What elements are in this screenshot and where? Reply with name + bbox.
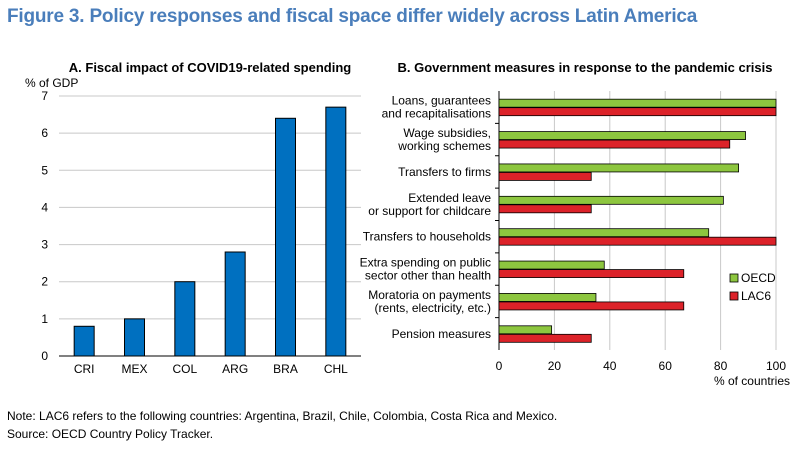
bar-oecd [498,195,724,205]
bar-oecd [498,293,597,302]
y-tick-label: 3 [41,238,48,252]
category-label: Wage subsidies, [403,126,491,140]
figure-title: Figure 3. Policy responses and fiscal sp… [7,6,698,27]
category-label: Transfers to households [363,230,491,244]
category-label: Loans, guarantees [392,94,491,108]
bar-lac6 [498,107,777,117]
x-axis-label: % of countries [714,374,790,388]
x-tick-label: 80 [714,359,728,373]
legend-swatch-lac6 [729,291,739,301]
x-tick-label: 60 [659,359,673,373]
source-text: Source: OECD Country Policy Tracker. [7,427,214,441]
x-tick-label: 20 [548,359,562,373]
y-tick-label: 0 [41,349,48,363]
bar-lac6 [498,301,685,311]
bar-lac6 [498,269,685,278]
category-label: Moratoria on payments [368,288,491,302]
bar-oecd [498,260,605,270]
y-tick-label: 6 [41,126,48,140]
y-tick-label: 7 [41,89,48,103]
bar-oecd [498,163,740,173]
bar-lac6 [498,139,731,149]
bar-chl [325,106,347,357]
category-label: (rents, electricity, etc.) [375,301,491,315]
x-tick-label: CHL [324,362,348,376]
bar-oecd [498,98,777,108]
x-tick-label: ARG [222,362,248,376]
legend-swatch-oecd [729,273,739,283]
x-tick-label: CRI [74,362,95,376]
bar-oecd [498,131,746,140]
bar-lac6 [498,204,592,214]
category-label: and recapitalisations [382,107,491,121]
bar-oecd [498,325,553,335]
y-tick-label: 4 [41,200,48,214]
bar-cri [73,325,95,357]
y-tick-label: 5 [41,163,48,177]
x-tick-label: BRA [273,362,298,376]
bar-bra [275,117,296,357]
y-tick-label: 2 [41,275,48,289]
category-label: or support for childcare [368,204,491,218]
category-label: sector other than health [365,269,491,283]
x-tick-label: 0 [496,359,503,373]
y-tick-label: 1 [41,312,48,326]
bar-lac6 [498,333,592,343]
category-label: Transfers to firms [398,165,491,179]
bar-arg [224,251,246,357]
x-tick-label: MEX [121,362,147,376]
x-tick-label: COL [172,362,197,376]
bar-mex [124,318,145,357]
y-axis-label: % of GDP [25,76,78,90]
x-tick-label: 100 [766,359,786,373]
bar-lac6 [498,236,777,246]
bar-lac6 [498,172,592,181]
bar-col [174,281,196,357]
panel-a-title: A. Fiscal impact of COVID19-related spen… [69,60,352,75]
category-label: Pension measures [392,327,491,341]
bar-oecd [498,228,710,238]
x-tick-label: 40 [603,359,617,373]
legend-label: LAC6 [741,289,771,303]
category-label: Extra spending on public [360,256,491,270]
category-label: Extended leave [408,191,491,205]
panel-b-title: B. Government measures in response to th… [398,60,773,75]
note-text: Note: LAC6 refers to the following count… [7,409,558,423]
category-label: working schemes [397,139,491,153]
legend-label: OECD [741,271,776,285]
